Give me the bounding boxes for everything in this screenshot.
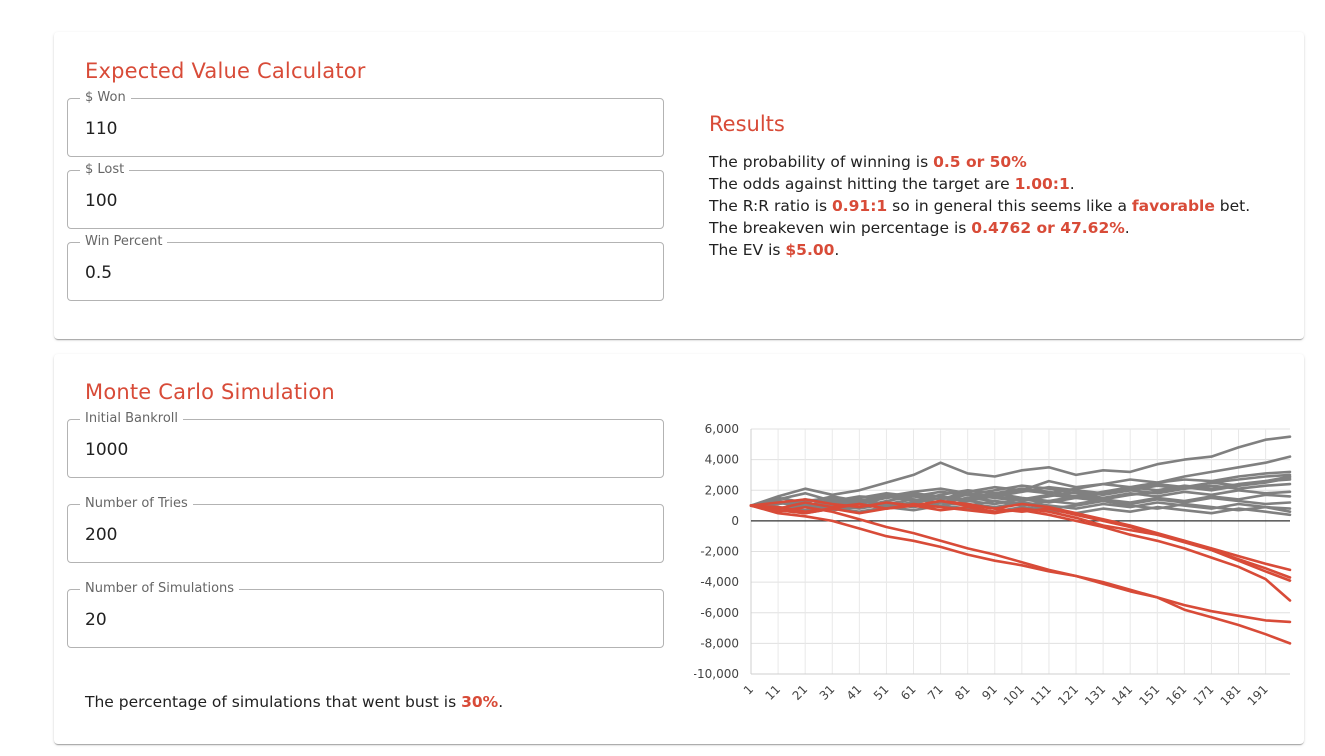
won-input[interactable] — [85, 117, 645, 141]
y-tick-label: 2,000 — [705, 483, 739, 497]
rr-suffix: bet. — [1214, 197, 1251, 215]
x-tick-label: 171 — [1190, 682, 1216, 708]
breakeven-suffix: . — [1124, 219, 1130, 237]
odds-prefix: The odds against hitting the target are — [709, 175, 1015, 193]
chart-axes — [750, 429, 1290, 675]
rr-middle: so in general this seems like a — [887, 197, 1132, 215]
rr-prefix: The R:R ratio is — [709, 197, 832, 215]
x-tick-label: 121 — [1055, 682, 1081, 708]
odds-value: 1.00:1 — [1014, 175, 1070, 193]
x-tick-label: 81 — [952, 682, 973, 703]
probability-line: The probability of winning is 0.5 or 50% — [709, 151, 1250, 173]
ev-calculator-title: Expected Value Calculator — [85, 59, 366, 83]
monte-carlo-title: Monte Carlo Simulation — [85, 380, 335, 404]
bust-series-line — [749, 499, 1292, 579]
number-of-tries-input[interactable] — [85, 523, 645, 547]
breakeven-prefix: The breakeven win percentage is — [709, 219, 972, 237]
win-percent-field[interactable]: Win Percent — [67, 234, 664, 301]
x-tick-label: 101 — [1001, 682, 1027, 708]
x-tick-label: 141 — [1109, 682, 1135, 708]
x-tick-label: 1 — [741, 682, 756, 697]
y-tick-label: 0 — [731, 514, 739, 528]
x-tick-label: 51 — [871, 682, 892, 703]
lost-input[interactable] — [85, 189, 645, 213]
results-text: The probability of winning is 0.5 or 50%… — [709, 151, 1250, 261]
initial-bankroll-field[interactable]: Initial Bankroll — [67, 411, 664, 478]
x-tick-label: 61 — [898, 682, 919, 703]
number-of-simulations-label: Number of Simulations — [80, 581, 240, 597]
rr-line: The R:R ratio is 0.91:1 so in general th… — [709, 195, 1250, 217]
y-tick-label: -4,000 — [700, 575, 739, 589]
odds-suffix: . — [1069, 175, 1075, 193]
bust-series-line — [749, 504, 1292, 645]
bust-prefix: The percentage of simulations that went … — [85, 693, 462, 711]
x-tick-label: 181 — [1218, 682, 1244, 708]
x-tick-label: 131 — [1082, 682, 1108, 708]
initial-bankroll-input[interactable] — [85, 438, 645, 462]
breakeven-line: The breakeven win percentage is 0.4762 o… — [709, 217, 1250, 239]
results-title: Results — [709, 112, 785, 136]
x-tick-label: 11 — [763, 682, 784, 703]
x-tick-label: 71 — [925, 682, 946, 703]
x-tick-label: 161 — [1163, 682, 1189, 708]
bust-series-line — [749, 498, 1292, 572]
probability-value: 0.5 or 50% — [933, 153, 1027, 171]
lost-field-label: $ Lost — [80, 162, 130, 178]
breakeven-value: 0.4762 or 47.62% — [971, 219, 1125, 237]
number-of-simulations-input[interactable] — [85, 608, 645, 632]
y-tick-label: -8,000 — [700, 636, 739, 650]
chart-grid — [750, 428, 1290, 675]
y-tick-label: 6,000 — [705, 422, 739, 436]
rr-value: 0.91:1 — [831, 197, 888, 215]
y-tick-label: -2,000 — [700, 545, 739, 559]
number-of-tries-label: Number of Tries — [80, 496, 193, 512]
ev-calculator-card: Expected Value Calculator $ Won $ Lost W… — [54, 32, 1304, 339]
bust-percentage-text: The percentage of simulations that went … — [85, 693, 503, 711]
win-percent-input[interactable] — [85, 261, 645, 285]
bust-suffix: . — [498, 693, 504, 711]
monte-carlo-card: Monte Carlo Simulation Initial Bankroll … — [54, 354, 1304, 744]
y-tick-label: -6,000 — [700, 606, 739, 620]
probability-prefix: The probability of winning is — [709, 153, 934, 171]
number-of-tries-field[interactable]: Number of Tries — [67, 496, 664, 563]
number-of-simulations-field[interactable]: Number of Simulations — [67, 581, 664, 648]
y-tick-label: 4,000 — [705, 453, 739, 467]
ev-prefix: The EV is — [709, 241, 786, 259]
y-tick-label: -10,000 — [694, 667, 739, 681]
survivor-series-line — [749, 475, 1292, 507]
initial-bankroll-label: Initial Bankroll — [80, 411, 183, 427]
chart-series — [749, 435, 1292, 645]
bust-series-line — [749, 504, 1292, 624]
x-tick-label: 91 — [979, 682, 1000, 703]
won-field[interactable]: $ Won — [67, 90, 664, 157]
win-percent-field-label: Win Percent — [80, 234, 168, 250]
x-tick-label: 191 — [1245, 682, 1271, 708]
won-field-label: $ Won — [80, 90, 131, 106]
ev-value: $5.00 — [785, 241, 835, 259]
lost-field[interactable]: $ Lost — [67, 162, 664, 229]
x-tick-label: 31 — [817, 682, 838, 703]
rr-verdict: favorable — [1131, 197, 1215, 215]
x-tick-label: 111 — [1028, 682, 1054, 708]
x-tick-label: 151 — [1136, 682, 1162, 708]
odds-line: The odds against hitting the target are … — [709, 173, 1250, 195]
x-tick-label: 41 — [844, 682, 865, 703]
survivor-series-line — [749, 484, 1292, 507]
survivor-series-line — [749, 435, 1292, 507]
simulation-line-chart: 6,000 4,000 2,000 0 -2,000 -4,000 -6,000 -8,000… — [694, 422, 1292, 708]
x-tick-label: 21 — [790, 682, 811, 703]
ev-line: The EV is $5.00. — [709, 239, 1250, 261]
ev-suffix: . — [834, 241, 840, 259]
bust-percentage-value: 30% — [461, 693, 499, 711]
